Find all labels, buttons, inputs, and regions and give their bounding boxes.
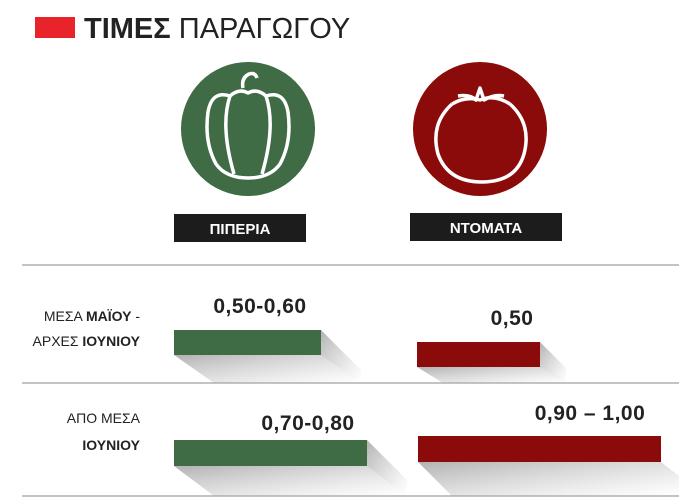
tomato-icon xyxy=(434,86,528,184)
bar xyxy=(174,330,321,355)
bar-shadow xyxy=(540,342,566,383)
price: 0,50-0,60 xyxy=(213,295,306,318)
row-label: ΙΟΥΝΙΟΥ xyxy=(82,437,140,453)
text-part: ΙΟΥΝΙΟΥ xyxy=(82,333,140,349)
price: 0,70-0,80 xyxy=(261,412,354,435)
bar-shadow xyxy=(174,355,361,383)
title: ΤΙΜΕΣ ΠΑΡΑΓΩΓΟΥ xyxy=(84,13,350,45)
price: 0,50 xyxy=(491,307,534,330)
bar-shadow xyxy=(367,440,407,496)
text-part: ΠΑΡΑΓΩΓΟΥ xyxy=(179,13,350,45)
tomato-circle xyxy=(413,62,547,196)
bar xyxy=(418,436,661,462)
product-box xyxy=(410,213,562,241)
row-label: ΑΡΧΕΣ ΙΟΥΝΙΟΥ xyxy=(33,333,141,349)
product-box xyxy=(174,214,306,242)
bar-shadow xyxy=(174,466,407,496)
bar-shadow xyxy=(418,462,679,496)
product-label: ΠΙΠΕΡΙΑ xyxy=(210,221,271,238)
bar-shadow xyxy=(417,367,566,383)
title-icon xyxy=(35,17,75,38)
bar xyxy=(417,342,540,367)
text-part: - xyxy=(135,308,140,324)
text-part: ΜΑΪΟΥ xyxy=(86,308,132,324)
bar-shadow xyxy=(321,330,361,383)
row-label: ΜΕΣΑ ΜΑΪΟΥ - xyxy=(44,308,141,324)
text-part: ΜΕΣΑ xyxy=(44,308,84,324)
bar xyxy=(174,440,367,466)
row-label: ΑΠΟ ΜΕΣΑ xyxy=(67,410,141,426)
text-part: ΤΙΜΕΣ xyxy=(84,13,171,45)
pepper-circle xyxy=(181,62,315,196)
pepper-icon xyxy=(205,71,291,180)
text-part: ΑΡΧΕΣ xyxy=(33,333,79,349)
product-label: ΝΤΟΜΑΤΑ xyxy=(450,220,523,237)
price: 0,90 – 1,00 xyxy=(535,402,646,425)
